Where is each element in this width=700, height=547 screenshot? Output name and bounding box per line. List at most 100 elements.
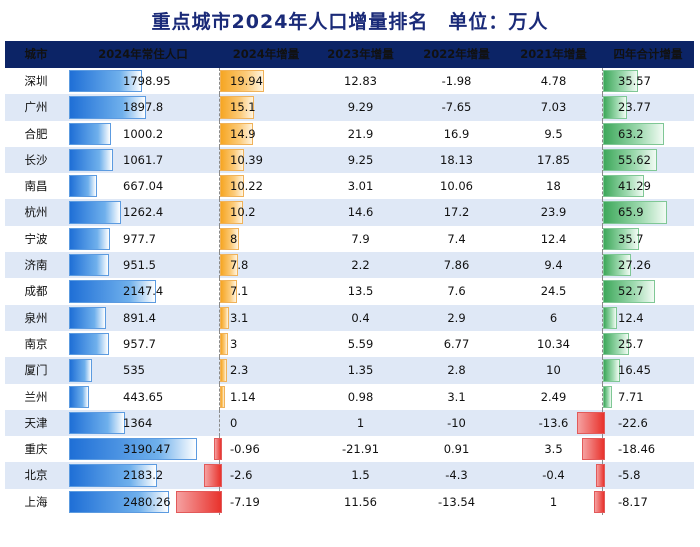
city-cell-value: 北京 [24,468,48,483]
increase-2021-cell-value: 4.78 [540,74,567,88]
table-row: 深圳 1798.95 19.94 12.83 -1.98 4.78 35.57 [5,68,694,95]
city-cell: 杭州 [5,199,67,225]
population-bar [69,201,121,224]
increase-2023-cell-value: 9.25 [347,152,374,167]
total-decrease-bar [593,490,605,514]
increase-2022-cell-value: 7.6 [447,284,466,299]
increase-2024-cell: 14.9 [219,120,313,147]
increase-2024-cell: -0.96 [214,436,313,463]
total-increase-cell: 63.2 [602,120,694,147]
total-increase-bar [603,70,639,93]
population-cell-value: 1897.8 [123,100,164,115]
decrease-bar [204,464,222,487]
table-row: 兰州 443.65 1.14 0.98 3.1 2.49 7.71 [5,383,694,410]
table-row: 泉州 891.4 3.1 0.4 2.9 6 12.4 [5,304,694,331]
increase-2022-cell-value: 3.1 [447,389,466,404]
city-cell: 厦门 [5,357,67,383]
city-cell: 泉州 [5,305,67,331]
population-bar [69,464,158,487]
population-cell-value: 1798.95 [123,74,171,88]
city-cell: 济南 [5,252,67,278]
increase-2021-cell: 2.49 [505,384,602,410]
increase-2024-cell-value: -7.19 [230,494,260,509]
population-cell-value: 951.5 [123,258,156,273]
increase-2023-cell: 9.25 [313,147,408,173]
total-increase-cell-value: 41.29 [618,179,651,194]
population-cell-value: 1364 [123,415,153,430]
total-increase-cell: 12.4 [602,304,694,331]
total-increase-bar [603,201,667,224]
city-cell: 重庆 [5,436,67,462]
population-cell: 1798.95 [67,68,219,94]
population-bar [69,148,113,172]
increase-2021-cell: 3.5 [505,436,602,462]
increase-2023-cell: 1 [313,410,408,436]
city-cell: 成都 [5,278,67,304]
header-increase-2021: 2021年增量 [520,47,587,61]
total-increase-cell-value: 23.77 [618,100,651,115]
total-increase-cell-value: -18.46 [618,442,656,457]
increase-2022-cell-value: 16.9 [443,126,470,141]
population-cell: 2183.2 [67,462,219,488]
increase-2021-cell-value: 9.5 [544,126,563,141]
total-increase-bar [603,96,628,119]
increase-bar [220,306,229,329]
population-cell-value: 2147.4 [123,284,164,299]
population-bar [69,490,169,514]
city-cell-value: 泉州 [24,310,48,325]
increase-bar [220,332,229,356]
total-increase-bar [603,175,644,198]
total-increase-cell-value: 16.45 [618,363,651,378]
increase-2021-cell-value: 10.34 [537,336,570,351]
city-cell: 北京 [5,462,67,488]
increase-2022-cell-value: 17.2 [443,205,470,220]
increase-2023-cell-value: 1.35 [347,363,374,378]
population-cell-value: 2480.26 [123,494,171,509]
increase-2024-cell: 0 [219,409,313,437]
increase-2023-cell: 1.5 [313,462,408,488]
table-row: 北京 2183.2 -2.6 1.5 -4.3 -0.4 -5.8 [5,462,694,489]
increase-2021-cell: 10 [505,357,602,383]
increase-bar [220,175,244,198]
city-cell: 广州 [5,94,67,120]
increase-2023-cell: 3.01 [313,173,408,199]
increase-2023-cell-value: 7.9 [351,231,370,246]
increase-2024-cell-value: 10.22 [230,179,263,194]
total-increase-bar [603,385,613,408]
city-cell: 长沙 [5,147,67,173]
total-increase-cell: 25.7 [602,330,694,358]
table-row: 成都 2147.4 7.1 13.5 7.6 24.5 52.7 [5,278,694,305]
increase-2022-cell: -13.54 [408,489,505,515]
table-row: 合肥 1000.2 14.9 21.9 16.9 9.5 63.2 [5,120,694,147]
increase-2024-cell: 7.8 [219,252,313,279]
increase-2021-cell: 10.34 [505,331,602,357]
city-cell: 兰州 [5,384,67,410]
increase-2024-cell: 2.3 [219,357,313,384]
increase-2023-cell: 9.29 [313,94,408,120]
city-cell-value: 南昌 [24,179,48,194]
total-increase-cell-value: -22.6 [618,415,648,430]
increase-2023-cell-value: 2.2 [351,258,370,273]
increase-bar [220,122,254,145]
increase-2022-cell: 7.6 [408,278,505,304]
increase-bar [220,359,227,382]
increase-2024-cell: -2.6 [204,462,313,489]
population-bar [69,438,197,461]
total-increase-cell-value: 63.2 [618,126,644,141]
total-increase-cell: -18.46 [581,436,694,463]
population-table: 城市 2024年常住人口 2024年增量 2023年增量 2022年增量 202… [5,41,694,516]
increase-2024-cell-value: 1.14 [230,389,256,404]
population-cell: 535 [67,357,219,383]
population-cell-value: 535 [123,363,145,378]
population-cell-value: 1262.4 [123,205,164,220]
increase-2023-cell-value: 21.9 [347,126,374,141]
increase-2021-cell-value: 18 [546,179,561,194]
total-increase-bar [603,227,639,251]
population-cell: 957.7 [67,331,219,357]
increase-2021-cell-value: 2.49 [540,389,567,404]
increase-2021-cell-value: 17.85 [537,152,570,167]
table-header: 城市 2024年常住人口 2024年增量 2023年增量 2022年增量 202… [5,41,694,68]
population-cell: 1897.8 [67,94,219,120]
increase-bar [220,96,254,119]
increase-2022-cell: 7.86 [408,252,505,278]
